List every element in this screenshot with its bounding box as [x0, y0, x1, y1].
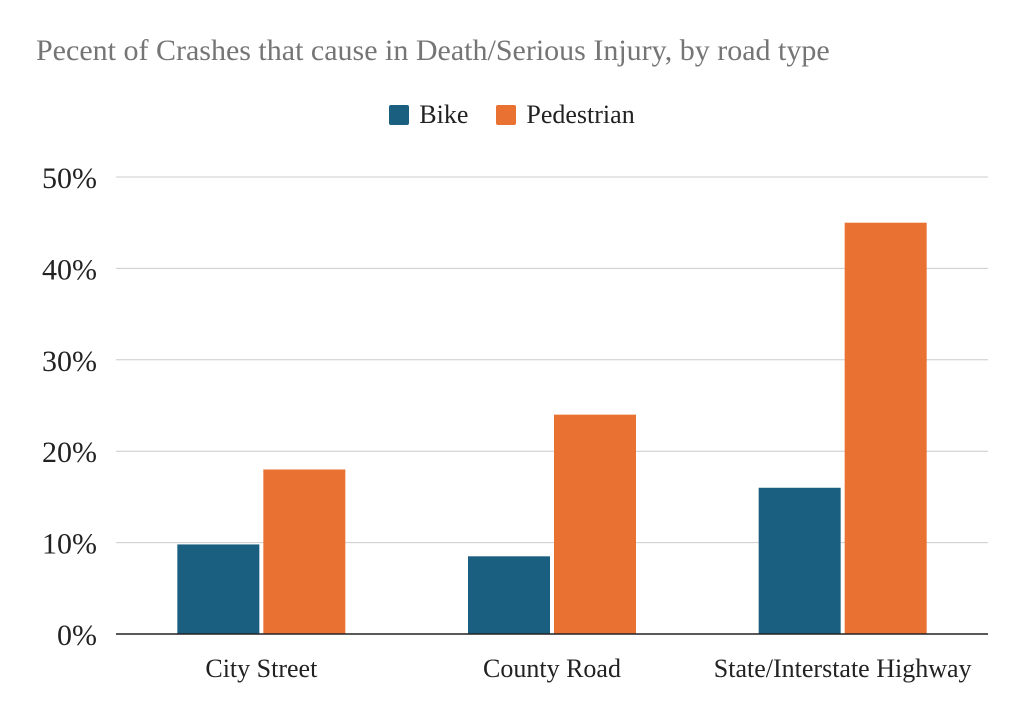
- x-tick-label: County Road: [483, 654, 621, 683]
- legend-label-pedestrian: Pedestrian: [526, 100, 635, 129]
- bar-pedestrian-state-interstate-highway: [844, 222, 927, 634]
- y-tick-label: 20%: [42, 436, 97, 469]
- x-tick-label: City Street: [205, 654, 318, 683]
- bar-pedestrian-city-street: [263, 469, 346, 634]
- bar-bike-state-interstate-highway: [758, 487, 841, 634]
- y-tick-label: 40%: [42, 253, 97, 286]
- bar-pedestrian-county-road: [554, 414, 636, 634]
- bar-bike-city-street: [177, 544, 260, 634]
- legend-swatch-bike: [389, 105, 410, 125]
- y-tick-label: 0%: [57, 619, 97, 652]
- legend-swatch-pedestrian: [496, 105, 517, 125]
- legend: Bike Pedestrian: [0, 100, 1024, 130]
- legend-item-bike: Bike: [389, 100, 468, 130]
- y-tick-label: 30%: [42, 345, 97, 378]
- y-tick-label: 50%: [42, 162, 97, 195]
- legend-item-pedestrian: Pedestrian: [496, 100, 635, 130]
- chart-title: Pecent of Crashes that cause in Death/Se…: [36, 34, 830, 67]
- bar-bike-county-road: [468, 556, 550, 634]
- legend-label-bike: Bike: [419, 100, 469, 129]
- x-tick-label: State/Interstate Highway: [714, 654, 972, 683]
- y-tick-label: 10%: [42, 528, 97, 561]
